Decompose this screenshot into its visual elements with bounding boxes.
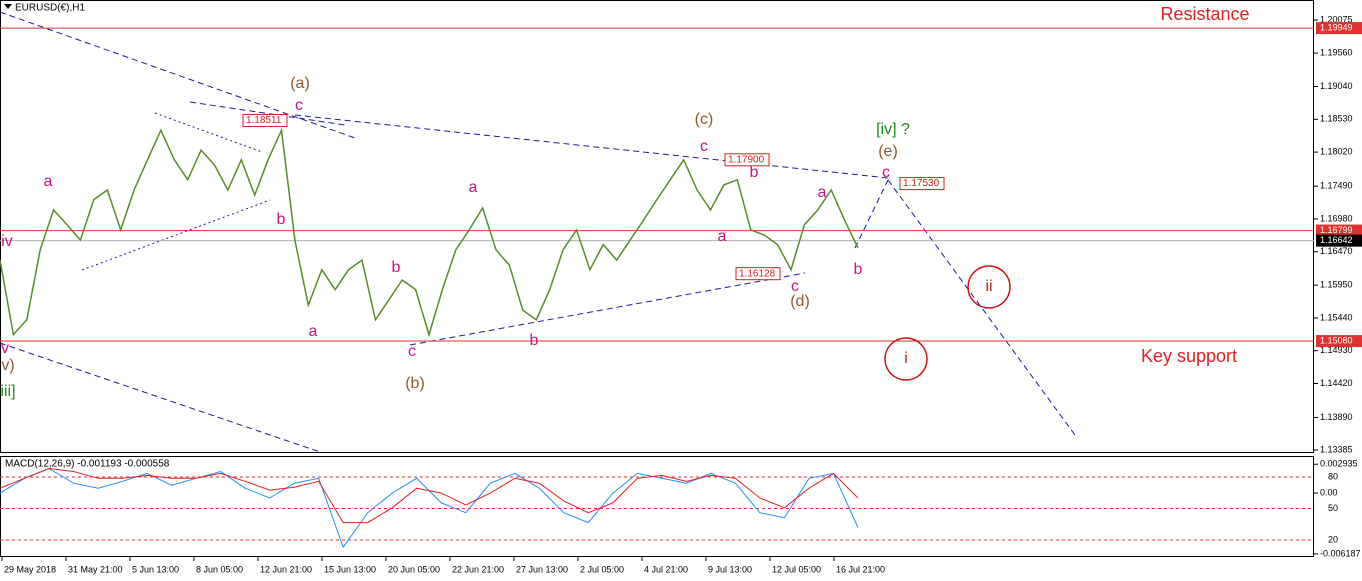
annotation: v)	[1, 357, 14, 374]
macd-tick-label: -0.006187	[1320, 548, 1361, 558]
y-tick-label: 1.15440	[1320, 312, 1353, 322]
wedge-lines	[81, 112, 271, 271]
x-tick-label: 12 Jun 21:00	[260, 564, 312, 574]
y-tick-label: 1.15950	[1320, 280, 1353, 290]
y-tick-label: 1.14420	[1320, 378, 1353, 388]
annotation: c	[791, 278, 799, 295]
wave-circle	[967, 265, 1011, 309]
trend-lines	[0, 11, 1076, 453]
y-tick-label: 1.19560	[1320, 47, 1353, 57]
current-price-label: 1.16642	[1320, 235, 1353, 245]
annotation: iii]	[0, 383, 15, 400]
annotation: (a)	[290, 75, 310, 92]
osc-level-label: 20	[1328, 534, 1338, 544]
price-line	[0, 127, 859, 338]
annotation: Resistance	[1160, 4, 1249, 24]
y-tick-label: 1.16470	[1320, 246, 1353, 256]
annotation: a	[44, 173, 53, 190]
annotation: i	[904, 350, 908, 367]
level-label-bg	[1316, 224, 1362, 237]
annotation: b	[392, 259, 401, 276]
x-tick-label: 12 Jul 05:00	[772, 564, 821, 574]
macd-tick-label: 0.00	[1320, 487, 1338, 497]
y-tick-label: 1.13890	[1320, 412, 1353, 422]
level-label: 1.15080	[1320, 335, 1353, 345]
main-panel	[0, 0, 1314, 453]
annotation: c	[295, 97, 303, 114]
price-box-label: 1.17530	[903, 178, 940, 189]
annotation: a	[718, 228, 727, 245]
price-box	[242, 114, 288, 128]
x-tick-label: 27 Jun 13:00	[516, 564, 568, 574]
y-tick-label: 1.16980	[1320, 213, 1353, 223]
y-tick-label: 1.17490	[1320, 181, 1353, 191]
macd-tick-label: 0.002935	[1320, 459, 1358, 469]
x-tick-label: 20 Jun 05:00	[388, 564, 440, 574]
x-tick-label: 15 Jun 13:00	[324, 564, 376, 574]
x-tick-label: 8 Jun 05:00	[196, 564, 243, 574]
annotation: c	[882, 164, 890, 181]
annotation: ii	[985, 278, 992, 295]
annotation: c	[408, 343, 416, 360]
price-box	[724, 153, 770, 167]
annotation: c	[700, 138, 708, 155]
annotation: (b)	[405, 375, 425, 392]
x-tick-label: 4 Jul 21:00	[644, 564, 688, 574]
macd-line	[0, 467, 859, 549]
price-box-label: 1.17900	[728, 154, 765, 165]
price-box	[735, 267, 781, 281]
level-label: 1.16799	[1320, 225, 1353, 235]
x-tick-label: 9 Jul 13:00	[708, 564, 752, 574]
price-box	[899, 177, 945, 191]
annotation: a	[469, 179, 478, 196]
level-label-bg	[1316, 335, 1362, 348]
y-tick-label: 1.20075	[1320, 14, 1353, 24]
level-label: 1.19949	[1320, 22, 1353, 32]
osc-level-label: 50	[1328, 503, 1338, 513]
annotation: b	[530, 332, 539, 349]
osc-level-label: 80	[1328, 471, 1338, 481]
y-tick-label: 1.18020	[1320, 146, 1353, 156]
x-tick-label: 5 Jun 13:00	[132, 564, 179, 574]
y-tick-label: 1.18530	[1320, 114, 1353, 124]
macd-panel	[0, 456, 1314, 557]
x-tick-label: 31 May 21:00	[68, 564, 123, 574]
level-label-bg	[1316, 22, 1362, 35]
x-tick-label: 16 Jul 21:00	[836, 564, 885, 574]
annotation: b	[277, 211, 286, 228]
annotation: b	[854, 261, 863, 278]
annotation: (d)	[790, 293, 810, 310]
annotation: v	[1, 340, 9, 357]
annotation: b	[750, 164, 759, 181]
annotation: (c)	[695, 111, 714, 128]
x-tick-label: 2 Jul 05:00	[580, 564, 624, 574]
macd-line	[0, 467, 859, 524]
annotation: a	[818, 184, 827, 201]
annotation: Key support	[1141, 346, 1237, 366]
annotation: [iv] ?	[876, 121, 910, 138]
annotation: (e)	[878, 143, 898, 160]
annotation: a	[309, 323, 318, 340]
chart-title: EURUSD(€),H1	[15, 3, 85, 14]
price-box-label: 1.18511	[246, 115, 282, 126]
menu-icon	[4, 4, 12, 9]
annotation: iv	[1, 233, 13, 250]
y-tick-label: 1.14930	[1320, 345, 1353, 355]
price-box-label: 1.16128	[739, 268, 776, 279]
macd-title: MACD(12,26,9) -0.001193 -0.000558	[5, 459, 170, 470]
x-tick-label: 29 May 2018	[4, 564, 56, 574]
current-price-bg	[1316, 234, 1362, 247]
y-tick-label: 1.19040	[1320, 81, 1353, 91]
x-tick-label: 22 Jun 21:00	[452, 564, 504, 574]
y-tick-label: 1.13385	[1320, 444, 1353, 454]
wave-circle	[884, 337, 928, 381]
